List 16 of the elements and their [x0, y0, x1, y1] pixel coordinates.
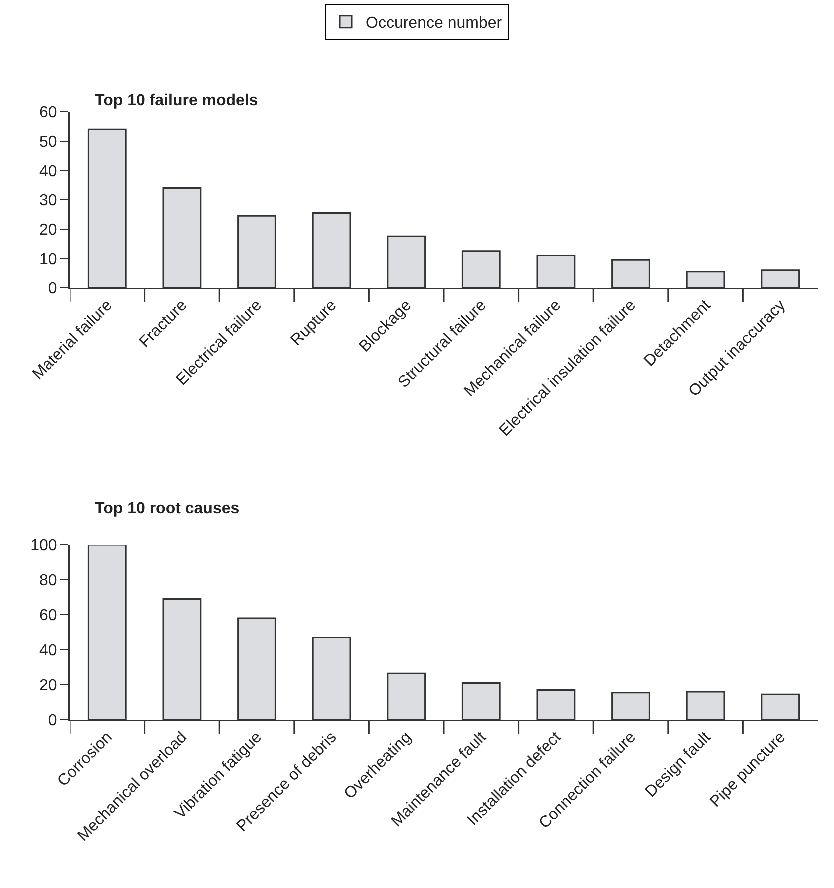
y-tick-label: 80 — [40, 572, 58, 590]
chart-title: Top 10 failure models — [95, 92, 258, 110]
legend-label: Occurence number — [366, 15, 503, 32]
y-tick-label: 50 — [40, 134, 58, 151]
y-tick-label: 30 — [40, 192, 58, 210]
y-tick-label: 60 — [40, 104, 58, 122]
y-tick-label: 0 — [48, 280, 58, 298]
y-tick-label: 20 — [40, 222, 58, 239]
y-tick-label: 20 — [40, 678, 58, 695]
y-tick-label: 0 — [48, 712, 58, 730]
y-tick-label: 40 — [40, 163, 58, 180]
chart-title: Top 10 root causes — [95, 500, 240, 518]
y-tick-label: 40 — [40, 642, 58, 660]
y-tick-label: 100 — [30, 538, 58, 555]
y-tick-label: 60 — [40, 608, 58, 625]
y-tick-label: 10 — [40, 251, 58, 268]
